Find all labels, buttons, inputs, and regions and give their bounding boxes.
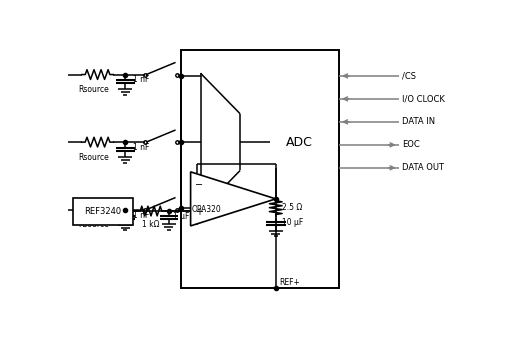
Text: EOC: EOC bbox=[403, 140, 420, 149]
Text: 1 nF: 1 nF bbox=[133, 211, 150, 220]
Text: DATA OUT: DATA OUT bbox=[403, 163, 445, 172]
Text: Rsource: Rsource bbox=[78, 85, 109, 94]
Text: Rsource: Rsource bbox=[78, 220, 109, 230]
Polygon shape bbox=[191, 172, 276, 226]
Bar bbox=[73, 198, 133, 225]
Text: ADC: ADC bbox=[286, 135, 313, 148]
Text: DATA IN: DATA IN bbox=[403, 117, 435, 126]
Text: 1 kΩ: 1 kΩ bbox=[142, 220, 160, 230]
Text: 1 µF: 1 µF bbox=[173, 212, 189, 221]
Text: /CS: /CS bbox=[403, 71, 416, 80]
Text: 1 nF: 1 nF bbox=[133, 143, 150, 152]
Text: +: + bbox=[195, 207, 203, 217]
Text: 10 µF: 10 µF bbox=[282, 218, 303, 227]
Text: REF3240: REF3240 bbox=[84, 206, 122, 216]
Text: 2.5 Ω: 2.5 Ω bbox=[282, 203, 302, 212]
Text: REF+: REF+ bbox=[280, 278, 300, 287]
Text: I/O CLOCK: I/O CLOCK bbox=[403, 94, 446, 104]
Text: Rsource: Rsource bbox=[78, 153, 109, 162]
Text: −: − bbox=[195, 180, 203, 190]
Bar bbox=[181, 50, 339, 288]
Text: OPA320: OPA320 bbox=[192, 205, 221, 214]
Text: 1 nF: 1 nF bbox=[133, 75, 150, 85]
